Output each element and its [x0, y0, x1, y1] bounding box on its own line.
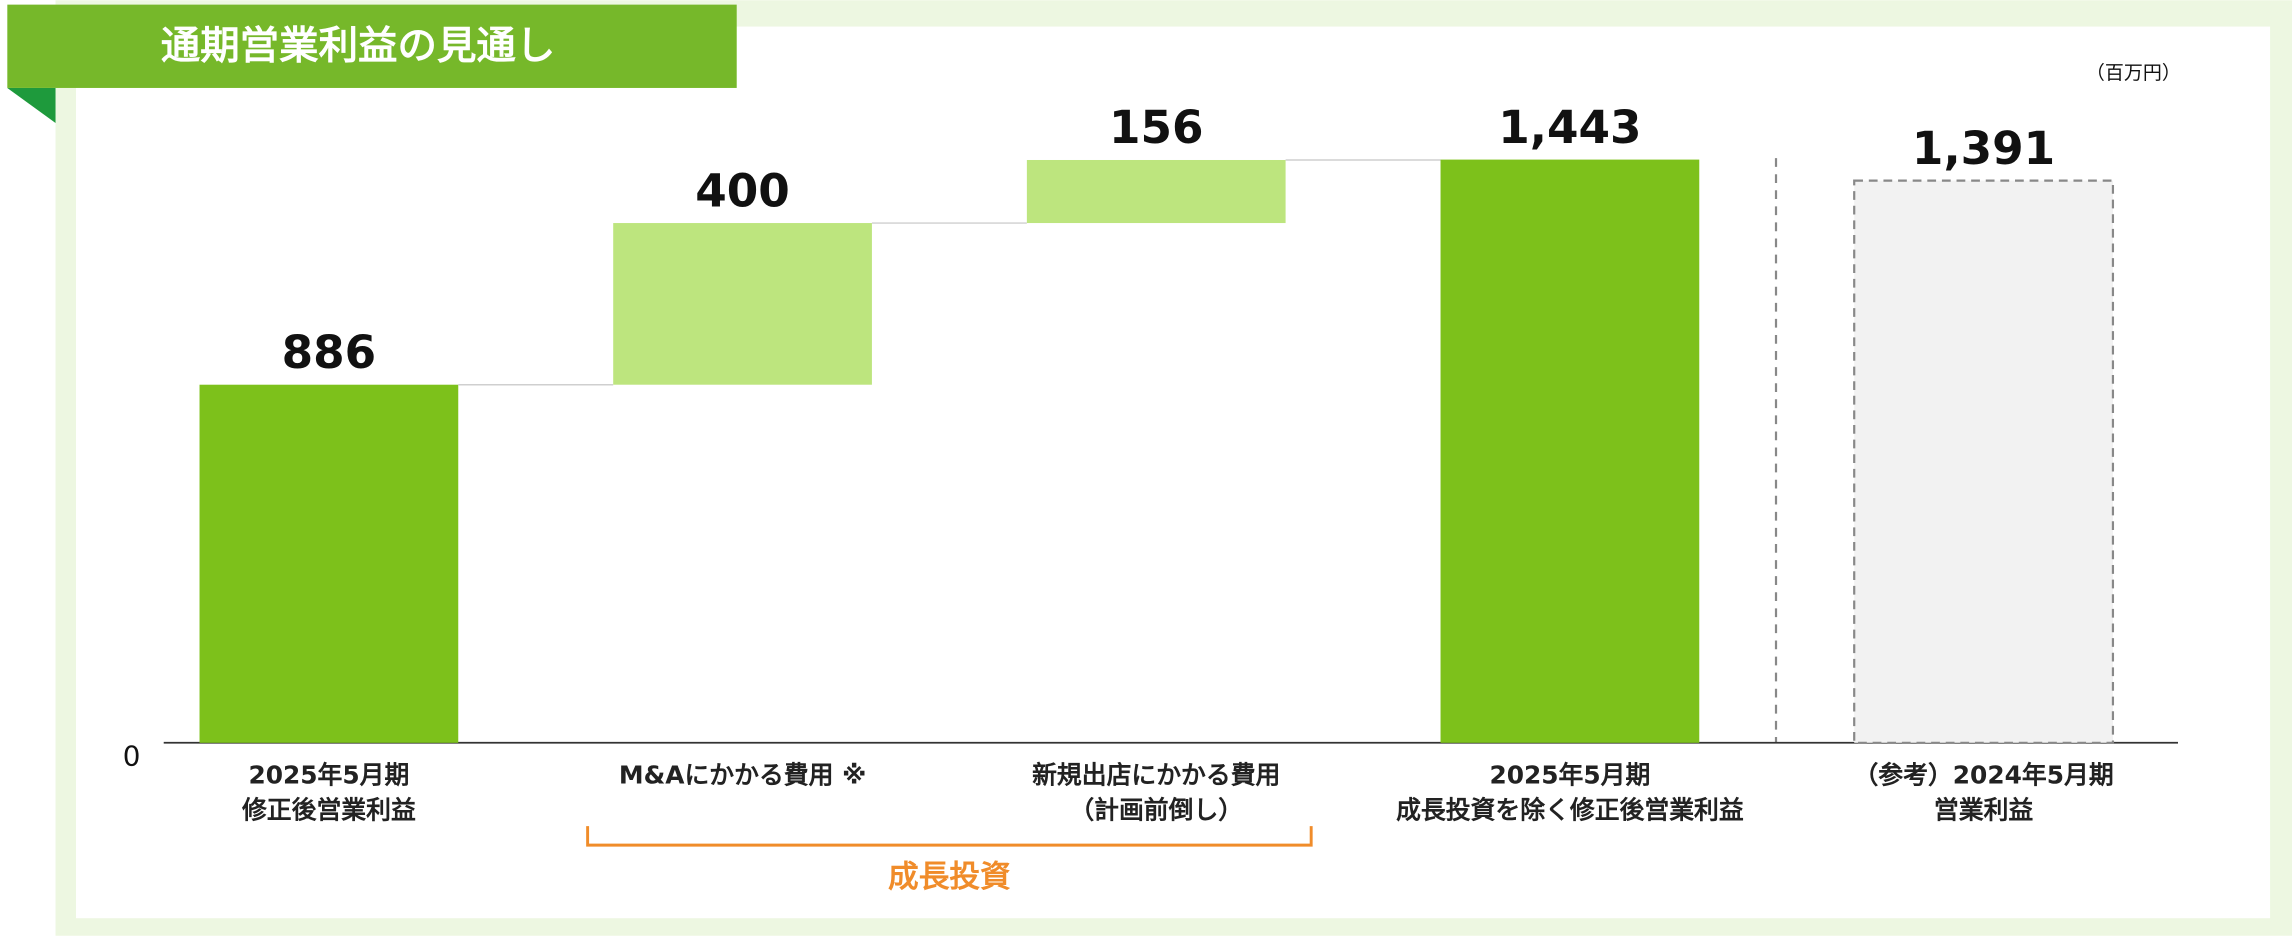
unit-label: （百万円）	[2086, 62, 2181, 84]
chart-title: 通期営業利益の見通し	[161, 23, 556, 69]
bracket	[586, 826, 1313, 847]
value-label: 156	[1109, 101, 1204, 154]
x-tick-label: 2025年5月期	[1489, 760, 1650, 789]
value-label: 400	[695, 164, 790, 217]
annotation: 成長投資	[888, 860, 1011, 895]
title-band	[7, 4, 737, 88]
bar	[199, 384, 459, 743]
bar	[1026, 159, 1286, 224]
value-label: 1,443	[1498, 101, 1641, 154]
bar	[1853, 179, 2115, 744]
x-tick-label: 2025年5月期	[248, 760, 409, 789]
x-tick-label: M&Aにかかる費用 ※	[619, 760, 866, 789]
x-tick-label: 営業利益	[1934, 796, 2033, 825]
x-tick-label: （参考）2024年5月期	[1853, 760, 2113, 789]
x-tick-label: 成長投資を除く修正後営業利益	[1396, 796, 1744, 825]
value-label: 1,391	[1912, 122, 2055, 175]
y-tick-label: 0	[123, 739, 141, 772]
title-tab-fold	[7, 87, 56, 124]
x-tick-label: 新規出店にかかる費用	[1032, 760, 1280, 789]
x-tick-label: （計画前倒し）	[1069, 796, 1243, 825]
x-tick-label: 修正後営業利益	[241, 796, 416, 825]
bar	[1440, 159, 1700, 743]
value-label: 886	[282, 326, 377, 379]
bar	[613, 223, 872, 385]
